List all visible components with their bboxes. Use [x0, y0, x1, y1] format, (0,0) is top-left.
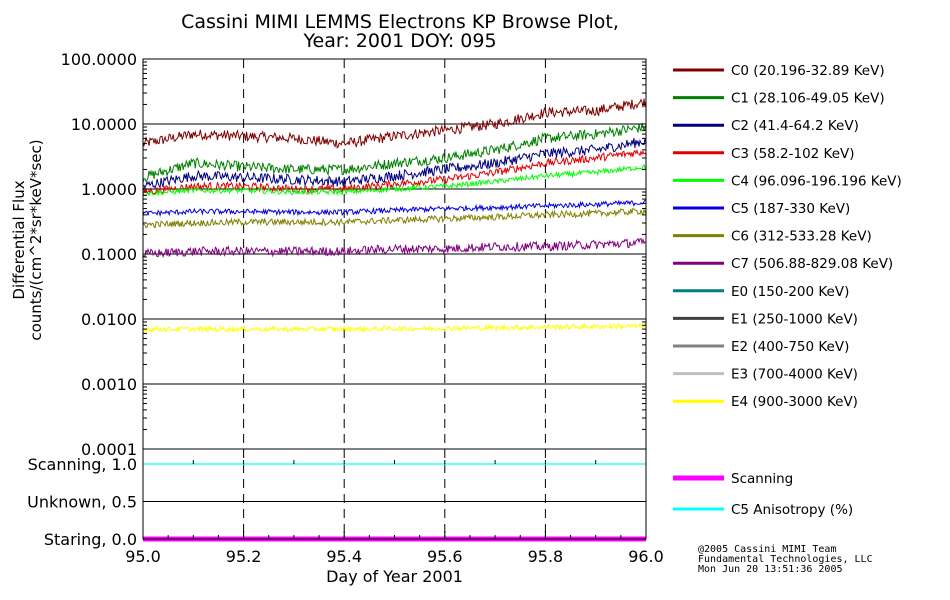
- y-tick-label: 0.1000: [81, 245, 137, 264]
- x-axis-label: Day of Year 2001: [326, 567, 463, 586]
- x-tick-label: 95.2: [226, 547, 262, 566]
- legend-label: C2 (41.4-64.2 KeV): [731, 118, 859, 134]
- series-line-c6: [142, 207, 647, 229]
- y-axis-title-line1: Differential Flux: [10, 180, 28, 299]
- legend-label: C5 Anisotropy (%): [731, 502, 853, 518]
- legend-label: E4 (900-3000 KeV): [731, 394, 858, 410]
- company-line: Fundamental Technologies, LLC: [698, 554, 873, 565]
- y-tick-label: 100.0000: [61, 50, 137, 69]
- x-tick-label: 95.6: [427, 547, 463, 566]
- x-tick-label: 95.0: [125, 547, 161, 566]
- chart-title-line2: Year: 2001 DOY: 095: [303, 30, 497, 52]
- y-tick-label: 0.0001: [81, 440, 137, 459]
- mode-tick-label: Scanning, 1.0: [28, 455, 137, 474]
- series-line-e4: [142, 322, 647, 334]
- legend-label: C0 (20.196-32.89 KeV): [731, 63, 885, 79]
- legend-label: Scanning: [731, 471, 793, 487]
- legend-label: C1 (28.106-49.05 KeV): [731, 91, 885, 107]
- series-line-c7: [142, 237, 647, 259]
- legend-label: E0 (150-200 KeV): [731, 284, 849, 300]
- legend-label: E3 (700-4000 KeV): [731, 367, 858, 383]
- legend-label: C6 (312-533.28 KeV): [731, 229, 872, 245]
- x-tick-label: 95.4: [326, 547, 362, 566]
- y-axis-title: Differential Flux counts/(cm^2*sr*keV*sec…: [10, 139, 45, 340]
- y-tick-label: 1.0000: [81, 180, 137, 199]
- legend-label: E1 (250-1000 KeV): [731, 311, 858, 327]
- copyright-note: @2005 Cassini MIMI Team Fundamental Tech…: [698, 545, 873, 575]
- y-axis-title-line2: counts/(cm^2*sr*keV*sec): [27, 139, 45, 340]
- y-tick-label: 0.0100: [81, 310, 137, 329]
- y-tick-label: 0.0010: [81, 375, 137, 394]
- timestamp-line: Mon Jun 20 13:51:36 2005: [698, 564, 843, 575]
- legend-label: C5 (187-330 KeV): [731, 201, 850, 217]
- copyright-line: @2005 Cassini MIMI Team: [698, 544, 837, 555]
- series-line-c5: [142, 199, 647, 218]
- legend-label: C4 (96.096-196.196 KeV): [731, 173, 902, 189]
- series-line-c3: [142, 148, 647, 195]
- legend-label: E2 (400-750 KeV): [731, 339, 849, 355]
- series-line-c2: [142, 137, 647, 190]
- mode-tick-label: Unknown, 0.5: [27, 493, 137, 512]
- series-line-c0: [142, 98, 647, 149]
- x-tick-label: 95.8: [528, 547, 564, 566]
- chart-title-line1: Cassini MIMI LEMMS Electrons KP Browse P…: [181, 11, 619, 33]
- mode-tick-label: Staring, 0.0: [44, 530, 137, 549]
- legend-label: C3 (58.2-102 KeV): [731, 146, 855, 162]
- x-tick-label: 96.0: [628, 547, 664, 566]
- y-tick-label: 10.0000: [71, 115, 137, 134]
- legend-label: C7 (506.88-829.08 KeV): [731, 256, 893, 272]
- series-line-c4: [142, 163, 647, 197]
- series-line-c1: [142, 122, 647, 183]
